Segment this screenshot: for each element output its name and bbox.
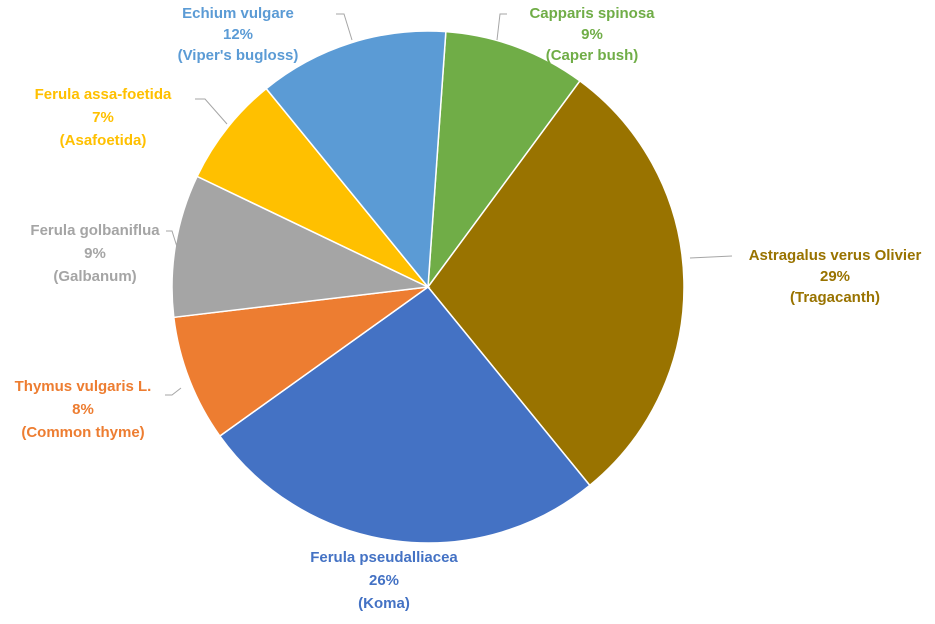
slice-label-value: 29%: [820, 268, 850, 285]
slice-label-common-name: (Asafoetida): [60, 132, 147, 149]
slice-label-common-name: (Galbanum): [53, 268, 136, 285]
leader-line: [166, 230, 179, 251]
pie-slice: [172, 286, 429, 438]
pie-slice: [427, 30, 581, 290]
slice-label-name: Thymus vulgaris L.: [15, 378, 152, 395]
pie-slice: [427, 79, 685, 487]
pie-slice: [218, 285, 591, 544]
slice-label-value: 12%: [223, 26, 253, 43]
slice-label-common-name: (Common thyme): [21, 424, 144, 441]
slice-label-value: 9%: [84, 245, 106, 262]
slice-label-value: 7%: [92, 109, 114, 126]
pie: [171, 30, 685, 544]
slice-label-common-name: (Tragacanth): [790, 289, 880, 306]
leader-lines: [165, 13, 733, 396]
slice-label-name: Ferula pseudalliacea: [310, 549, 458, 566]
slice-label-value: 9%: [581, 26, 603, 43]
pie-slice: [171, 175, 431, 319]
labels: Capparis spinosa 9% (Caper bush) Astragalus…: [15, 5, 922, 612]
slice-label-common-name: (Koma): [358, 595, 410, 612]
pie-slice: [196, 87, 429, 288]
leader-line: [195, 98, 228, 125]
slice-label-common-name: (Caper bush): [546, 47, 639, 64]
slice-label-name: Ferula golbaniflua: [30, 222, 160, 239]
slice-label-name: Echium vulgare: [182, 5, 294, 22]
leader-line: [336, 13, 353, 41]
leader-line: [689, 255, 733, 259]
leader-line: [165, 387, 182, 396]
slice-label-name: Astragalus verus Olivier: [749, 247, 922, 264]
slice-label-value: 8%: [72, 401, 94, 418]
leader-line: [496, 13, 507, 41]
slice-label-common-name: (Viper's bugloss): [178, 47, 299, 64]
pie-slice: [265, 30, 447, 289]
slice-label-name: Ferula assa-foetida: [35, 86, 172, 103]
slice-label-value: 26%: [369, 572, 399, 589]
slice-label-name: Capparis spinosa: [529, 5, 655, 22]
